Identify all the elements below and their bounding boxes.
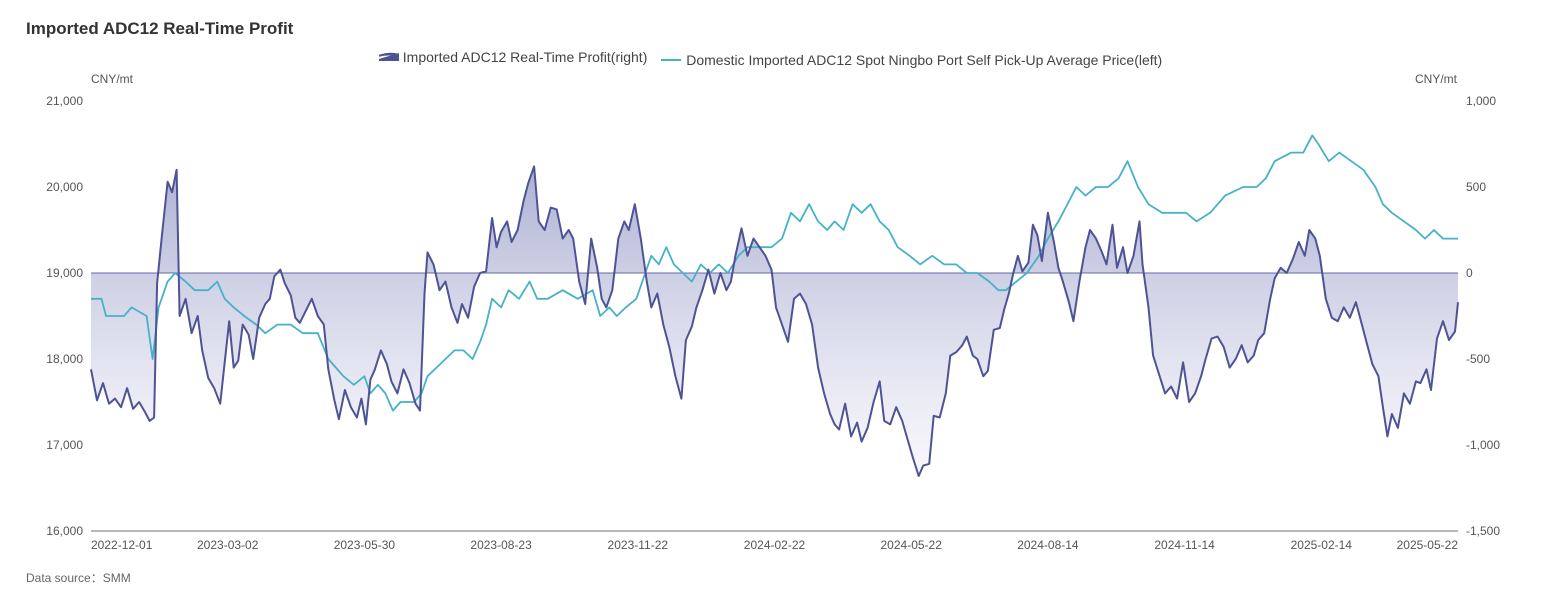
left-axis: 21,000 20,000 19,000 18,000 17,000 16,000 <box>46 94 83 538</box>
x-axis-tick-label: 2023-08-23 <box>470 538 532 552</box>
legend-label-profit: Imported ADC12 Real-Time Profit(right) <box>402 48 648 65</box>
legend-item-profit[interactable]: Imported ADC12 Real-Time Profit(right) <box>378 48 648 65</box>
right-axis-tick-label: -500 <box>1466 352 1490 366</box>
legend-label-price: Domestic Imported ADC12 Spot Ningbo Port… <box>686 52 1163 68</box>
chart-title: Imported ADC12 Real-Time Profit <box>26 19 294 38</box>
x-axis-tick-label: 2023-03-02 <box>197 538 259 552</box>
x-axis-tick-label: 2023-05-30 <box>334 538 396 552</box>
right-axis: 1,000 500 0 -500 -1,000 -1,500 <box>1466 94 1500 538</box>
chart-legend: Imported ADC12 Real-Time Profit(right) D… <box>0 48 1541 68</box>
right-axis-unit: CNY/mt <box>1415 72 1457 86</box>
right-axis-tick-label: 0 <box>1466 266 1473 280</box>
legend-swatch-profit <box>378 52 399 61</box>
right-axis-tick-label: 500 <box>1466 180 1486 194</box>
x-axis-tick-label: 2025-05-22 <box>1397 538 1459 552</box>
series-layer <box>90 134 1459 477</box>
legend-item-price[interactable]: Domestic Imported ADC12 Spot Ningbo Port… <box>661 52 1162 68</box>
left-axis-tick-label: 17,000 <box>46 438 83 452</box>
x-axis-tick-label: 2024-08-14 <box>1017 538 1079 552</box>
data-source-note: Data source：SMM <box>26 571 131 585</box>
x-axis-tick-label: 2022-12-01 <box>91 538 153 552</box>
left-axis-tick-label: 18,000 <box>46 352 83 366</box>
left-axis-tick-label: 20,000 <box>46 180 83 194</box>
legend-swatch-price <box>661 59 682 61</box>
profit-area-fill <box>91 166 1458 476</box>
left-axis-tick-label: 19,000 <box>46 266 83 280</box>
right-axis-tick-label: 1,000 <box>1466 94 1496 108</box>
x-axis-tick-label: 2023-11-22 <box>608 538 669 552</box>
x-axis-tick-label: 2024-11-14 <box>1154 538 1215 552</box>
right-axis-tick-label: -1,000 <box>1466 438 1500 452</box>
price-series-line <box>91 134 1458 412</box>
x-axis-tick-label: 2024-05-22 <box>881 538 943 552</box>
left-axis-tick-label: 16,000 <box>46 524 83 538</box>
right-axis-tick-label: -1,500 <box>1466 524 1500 538</box>
profit-series-line <box>90 165 1459 477</box>
left-axis-tick-label: 21,000 <box>46 94 83 108</box>
x-axis: 2022-12-01 2023-03-02 2023-05-30 2023-08-23… <box>91 530 1459 552</box>
x-axis-tick-label: 2025-02-14 <box>1291 538 1353 552</box>
left-axis-unit: CNY/mt <box>91 72 133 86</box>
x-axis-tick-label: 2024-02-22 <box>744 538 806 552</box>
